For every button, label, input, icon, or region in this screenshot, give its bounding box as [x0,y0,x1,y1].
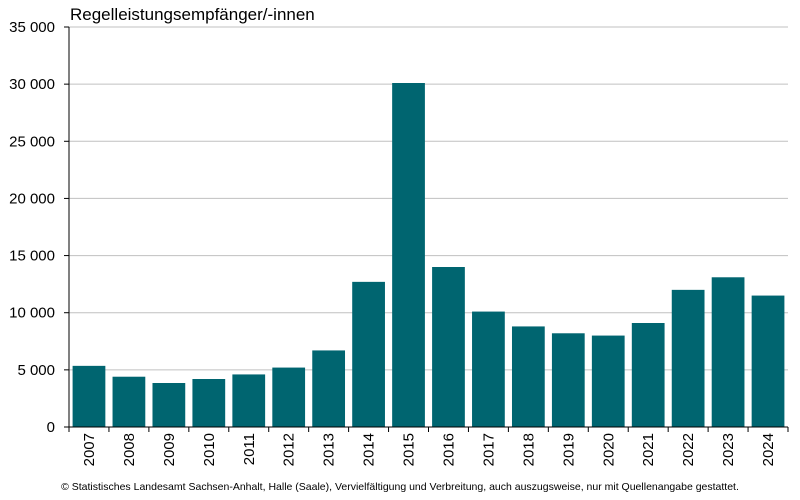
y-tick-label: 10 000 [9,305,55,322]
x-tick-label: 2013 [321,433,338,466]
x-tick-label: 2015 [401,433,418,466]
copyright-footer: © Statistisches Landesamt Sachsen-Anhalt… [61,481,739,493]
bar-2019 [551,333,585,427]
x-tick-label: 2014 [361,433,378,466]
x-tick-label: 2010 [201,433,218,466]
x-tick-label: 2021 [640,433,657,466]
bar-2018 [511,326,545,427]
x-tick-label: 2011 [241,433,258,465]
y-tick-label: 0 [47,419,55,436]
x-tick-label: 2024 [760,433,777,466]
x-tick-label: 2016 [440,433,457,466]
bar-2017 [472,311,505,427]
bar-2010 [192,379,226,427]
y-tick-label: 25 000 [9,133,55,150]
bar-2022 [671,289,705,427]
y-tick-label: 5 000 [17,362,55,379]
x-tick-label: 2007 [81,433,98,466]
x-tick-label: 2022 [680,433,697,466]
chart-title: Regelleistungsempfänger/-innen [70,5,315,24]
y-tick-label: 20 000 [9,190,55,207]
y-tick-label: 15 000 [9,248,55,265]
bars [72,83,785,427]
gridlines [69,26,788,371]
x-tick-label: 2009 [161,433,178,466]
x-tick-label: 2008 [121,433,138,466]
bar-2016 [432,267,465,427]
x-tick-labels: 2007 2008 2009 2010 2011 2012 2013 2014 2015 2016… [81,433,777,466]
bar-2024 [751,295,785,427]
bar-2014 [352,281,385,427]
bar-2008 [112,376,146,427]
bar-2021 [631,323,665,427]
axes [64,26,789,432]
bar-2015 [392,83,425,427]
bar-2023 [711,277,745,427]
bar-2007 [72,365,106,427]
y-tick-labels: 0 5 000 10 000 15 000 20 000 25 000 30 000 35 0… [9,19,55,436]
x-tick-label: 2017 [480,433,497,466]
bar-2009 [152,383,186,427]
bar-2013 [312,350,346,427]
bar-2012 [272,367,306,427]
bar-chart: 0 5 000 10 000 15 000 20 000 25 000 30 000 35 0… [9,5,789,466]
y-tick-label: 35 000 [9,19,55,36]
bar-2011 [232,374,266,427]
y-tick-label: 30 000 [9,76,55,93]
x-tick-label: 2018 [520,433,537,466]
x-tick-label: 2023 [720,433,737,466]
x-tick-label: 2019 [560,433,577,466]
x-tick-label: 2020 [600,433,617,466]
bar-2020 [591,335,625,427]
x-tick-label: 2012 [281,433,298,466]
